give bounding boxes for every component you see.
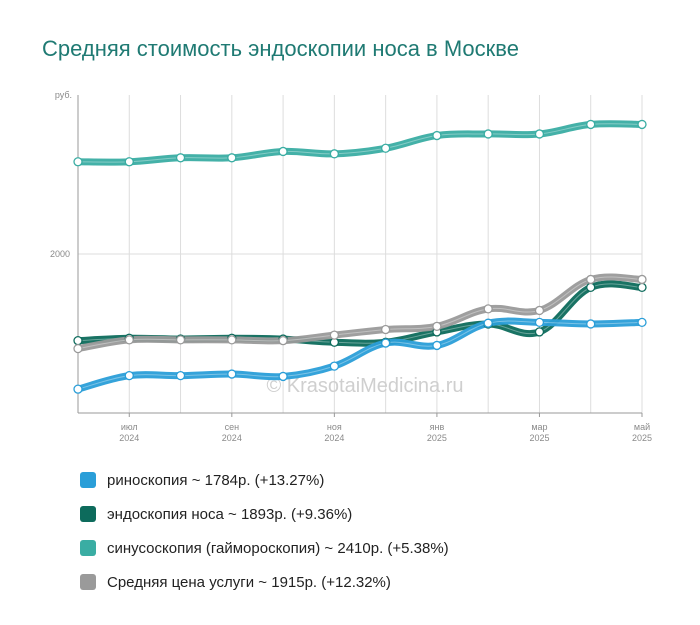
x-tick-year-label: 2024 — [119, 433, 139, 443]
data-point — [278, 336, 288, 346]
data-point — [637, 274, 647, 285]
data-point — [227, 335, 237, 345]
x-tick-label: ноя — [327, 422, 342, 432]
x-tick-label: сен — [225, 422, 240, 432]
chart-svg: 2000руб.июл2024сен2024ноя2024янв2025мар2… — [50, 90, 652, 443]
data-point — [73, 336, 83, 346]
x-tick-year-label: 2024 — [324, 433, 344, 443]
data-point — [124, 335, 134, 345]
y-axis-label: руб. — [55, 90, 72, 100]
data-point — [483, 129, 493, 139]
x-tick-year-label: 2025 — [427, 433, 447, 443]
data-point — [637, 317, 647, 328]
data-point — [124, 157, 134, 167]
data-point — [637, 282, 647, 293]
watermark: © KrasotaiMedicina.ru — [266, 375, 463, 397]
legend-swatch — [80, 506, 96, 522]
data-point — [432, 130, 442, 141]
data-point — [73, 157, 83, 167]
data-point — [329, 330, 340, 340]
data-point — [380, 324, 391, 335]
data-point — [586, 319, 596, 329]
data-point — [175, 370, 186, 381]
x-tick-year-label: 2025 — [632, 433, 652, 443]
legend-item[interactable]: риноскопия ~ 1784р. (+13.27%) — [80, 463, 449, 497]
series-line — [74, 273, 646, 353]
legend-label: эндоскопия носа ~ 1893р. (+9.36%) — [107, 505, 353, 523]
data-point — [483, 304, 493, 314]
data-point — [227, 369, 237, 379]
data-point — [227, 153, 237, 163]
x-tick-label: янв — [430, 422, 445, 432]
data-point — [586, 282, 596, 293]
data-point — [329, 149, 340, 159]
x-tick-label: июл — [121, 422, 138, 432]
data-point — [483, 318, 493, 328]
data-point — [124, 370, 134, 381]
data-point — [175, 335, 186, 345]
legend-item[interactable]: Средняя цена услуги ~ 1915р. (+12.32%) — [80, 565, 449, 599]
legend-swatch — [80, 540, 96, 556]
data-point — [380, 143, 391, 153]
data-point — [637, 119, 647, 130]
data-point — [534, 327, 545, 337]
legend-swatch — [80, 472, 96, 488]
legend-label: Средняя цена услуги ~ 1915р. (+12.32%) — [107, 573, 391, 591]
data-point — [278, 371, 288, 382]
data-point — [278, 146, 288, 157]
chart-title: Средняя стоимость эндоскопии носа в Моск… — [42, 36, 519, 61]
legend-swatch — [80, 574, 96, 590]
legend-label: риноскопия ~ 1784р. (+13.27%) — [107, 471, 325, 489]
x-tick-label: мар — [531, 422, 547, 432]
data-point — [329, 361, 340, 371]
data-point — [432, 340, 442, 351]
data-point — [175, 153, 186, 163]
legend-label: синусоскопия (гайморoскопия) ~ 2410р. (+… — [107, 539, 449, 557]
legend: риноскопия ~ 1784р. (+13.27%) эндоскопия… — [80, 463, 449, 599]
x-tick-label: май — [634, 422, 650, 432]
data-point — [534, 305, 545, 316]
data-point — [380, 338, 391, 348]
x-tick-year-label: 2024 — [222, 433, 242, 443]
series-line — [74, 120, 646, 166]
data-point — [534, 317, 545, 328]
data-point — [534, 129, 545, 139]
data-point — [73, 384, 83, 394]
data-point — [73, 343, 83, 354]
legend-item[interactable]: синусоскопия (гайморoскопия) ~ 2410р. (+… — [80, 531, 449, 565]
x-tick-year-label: 2025 — [529, 433, 549, 443]
data-point — [586, 274, 596, 285]
data-point — [586, 119, 596, 130]
data-point — [432, 321, 442, 331]
legend-item[interactable]: эндоскопия носа ~ 1893р. (+9.36%) — [80, 497, 449, 531]
y-tick-label: 2000 — [50, 249, 70, 259]
